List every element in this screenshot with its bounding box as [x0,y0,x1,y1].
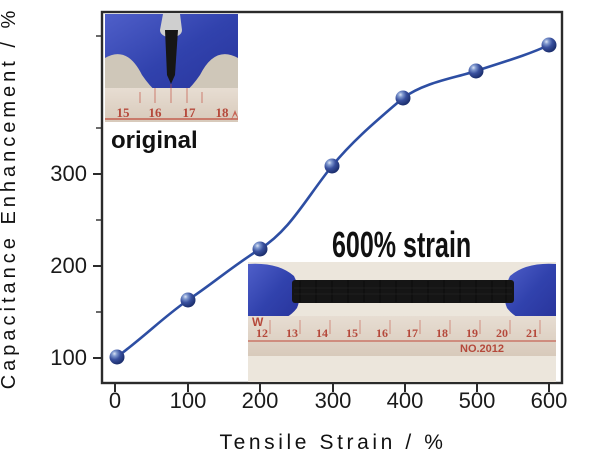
svg-text:14: 14 [316,326,328,340]
svg-text:19: 19 [466,326,478,340]
svg-text:Capacitance Enhancement / %: Capacitance Enhancement / % [0,7,20,390]
svg-text:NO.2012: NO.2012 [460,343,504,355]
svg-text:500: 500 [459,388,496,413]
svg-text:600: 600 [531,388,568,413]
svg-text:18: 18 [436,326,448,340]
svg-text:15: 15 [117,105,131,120]
svg-text:W: W [252,315,264,329]
svg-text:400: 400 [387,388,424,413]
svg-text:Tensile Strain / %: Tensile Strain / % [219,431,446,454]
svg-text:0: 0 [109,388,121,413]
svg-text:300: 300 [50,161,87,186]
svg-text:13: 13 [286,326,298,340]
svg-text:17: 17 [183,105,197,120]
svg-text:16: 16 [376,326,388,340]
svg-text:600% strain: 600% strain [332,224,471,265]
svg-text:15: 15 [346,326,358,340]
svg-text:18: 18 [216,105,230,120]
svg-text:100: 100 [170,388,207,413]
svg-text:20: 20 [496,326,508,340]
svg-text:300: 300 [315,388,352,413]
svg-text:16: 16 [149,105,163,120]
svg-text:17: 17 [406,326,418,340]
svg-text:original: original [111,127,198,154]
svg-text:100: 100 [50,345,87,370]
svg-text:200: 200 [242,388,279,413]
svg-text:21: 21 [526,326,538,340]
svg-text:200: 200 [50,253,87,278]
